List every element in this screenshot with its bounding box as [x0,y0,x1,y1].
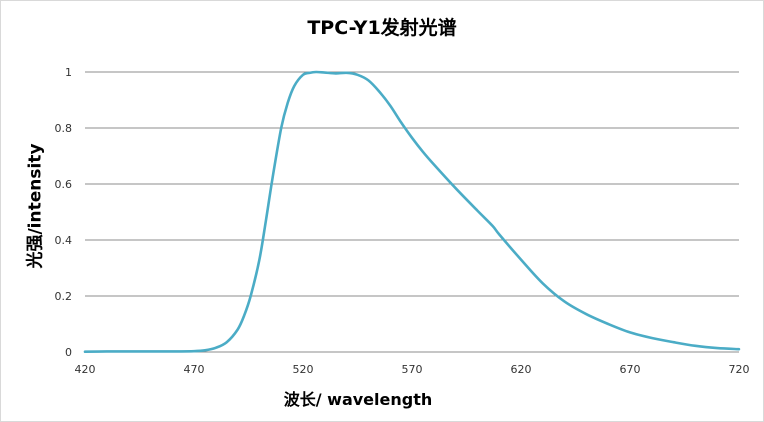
y-tick-label: 0.8 [55,122,73,135]
x-tick-label: 570 [402,363,423,376]
y-tick-label: 0.4 [55,234,73,247]
chart-title: TPC-Y1发射光谱 [307,17,457,39]
x-tick-label: 620 [511,363,532,376]
x-tick-label: 420 [75,363,96,376]
y-tick-label: 1 [65,66,72,79]
x-axis-label: 波长/ wavelength [283,390,433,409]
y-tick-label: 0.6 [55,178,73,191]
y-tick-label: 0.2 [55,290,73,303]
x-tick-label: 670 [620,363,641,376]
y-tick-label: 0 [65,346,72,359]
x-tick-label: 520 [293,363,314,376]
spectrum-series-line [83,70,741,354]
x-tick-label: 720 [729,363,750,376]
x-tick-label: 470 [184,363,205,376]
